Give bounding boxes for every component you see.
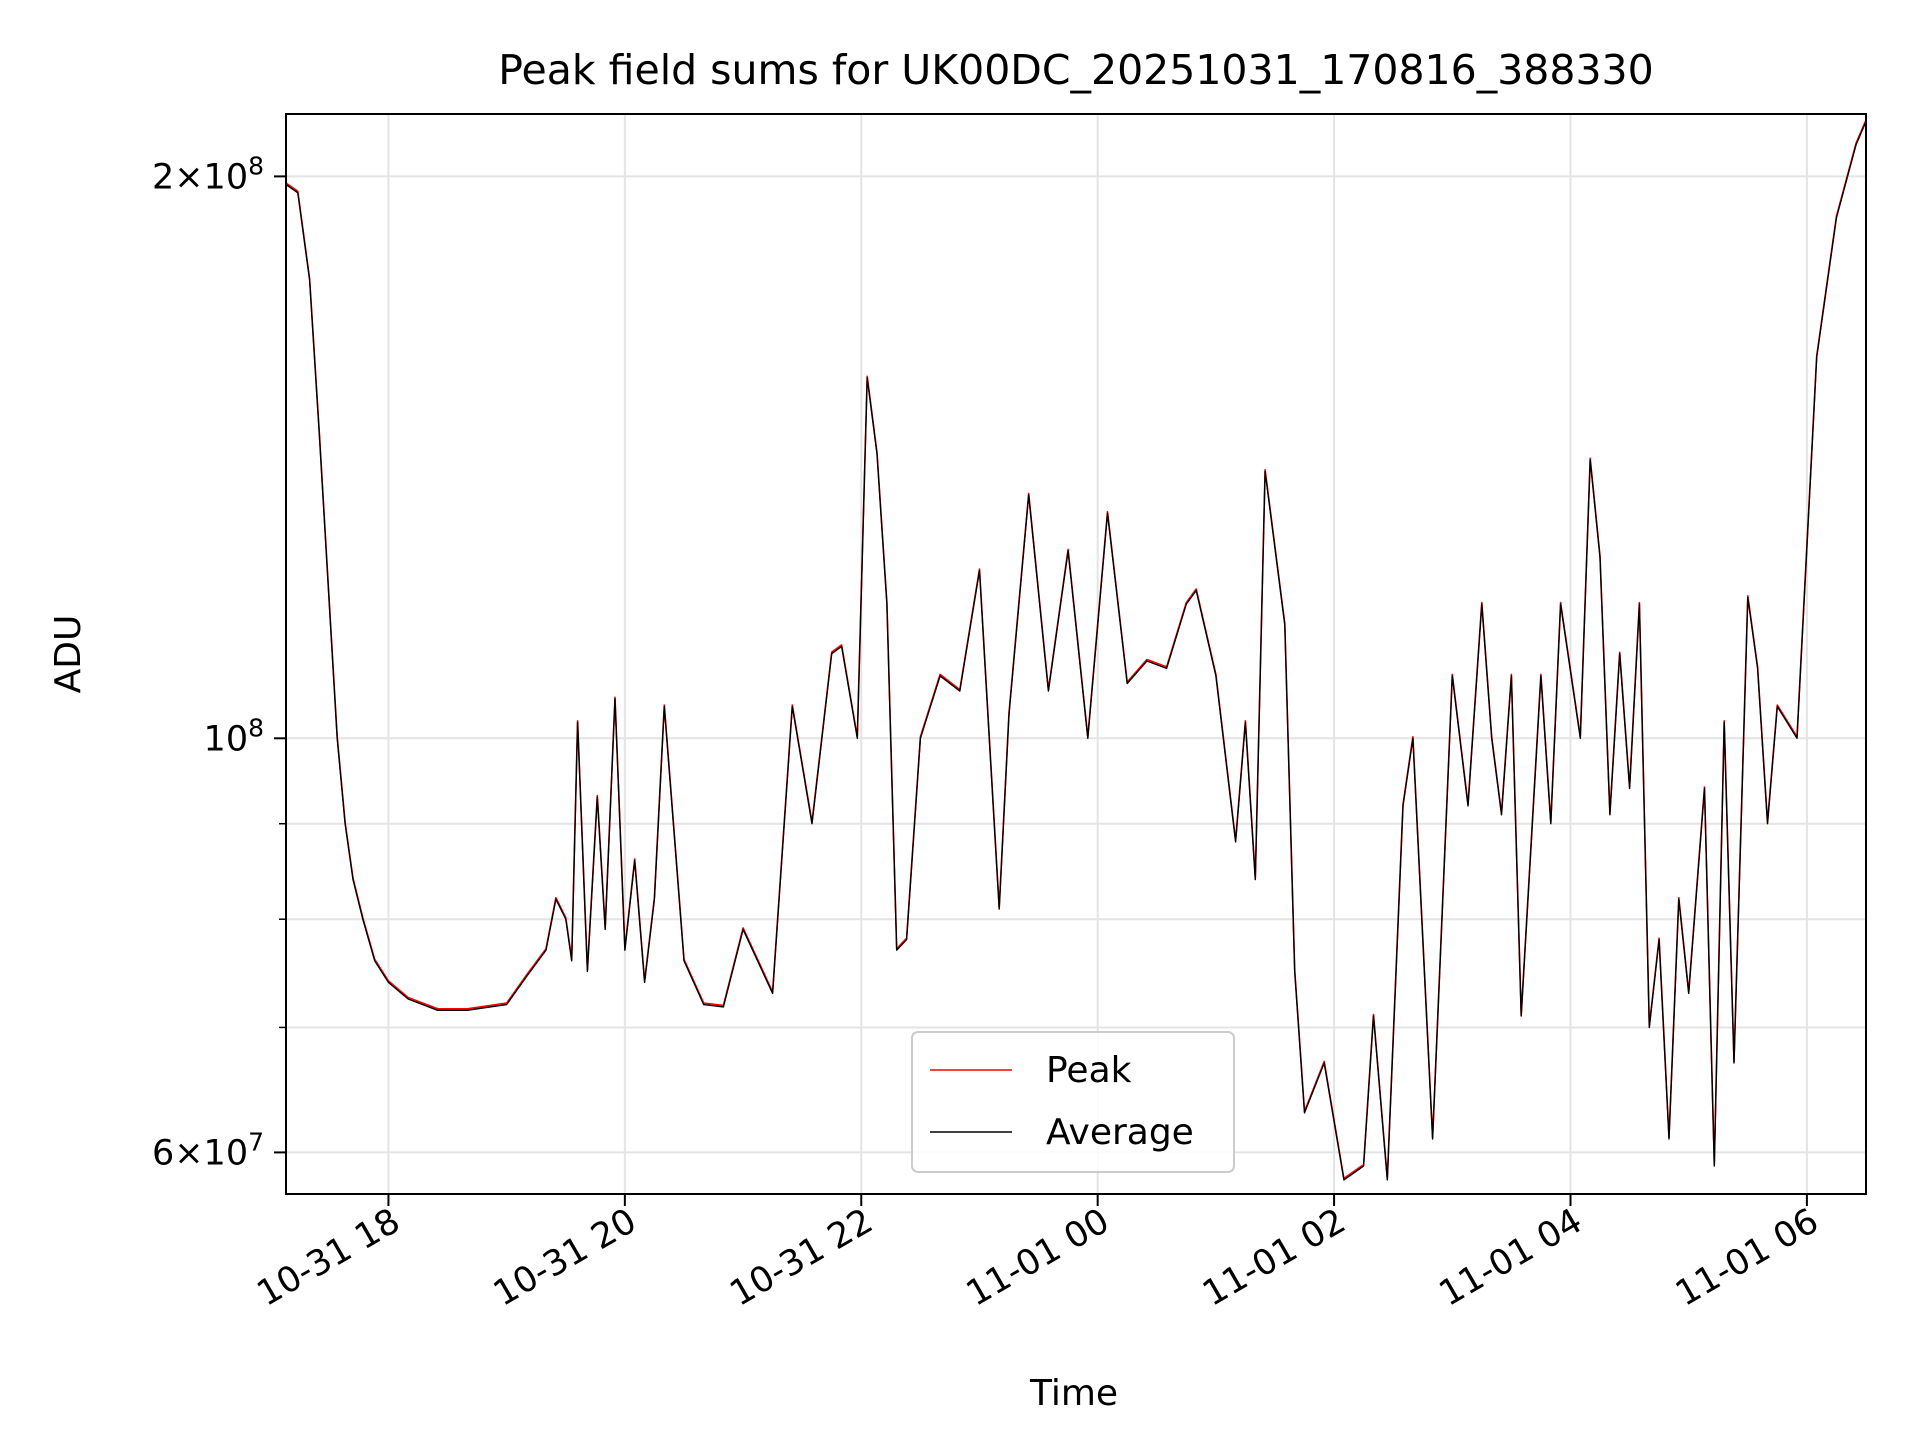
x-tick-label: 11-01 06 <box>1669 1201 1825 1314</box>
legend-box <box>911 1031 1235 1173</box>
y-tick-label: 108 <box>204 713 264 759</box>
x-tick-label: 10-31 22 <box>723 1201 879 1314</box>
x-tick-label: 11-01 02 <box>1196 1201 1352 1314</box>
chart-title: Peak field sums for UK00DC_20251031_1708… <box>498 46 1653 94</box>
x-tick-label: 11-01 00 <box>960 1201 1116 1314</box>
x-tick-label: 11-01 04 <box>1433 1201 1589 1314</box>
x-tick-label: 10-31 18 <box>251 1201 407 1314</box>
x-tick-label: 10-31 20 <box>487 1201 643 1314</box>
series-average-line <box>285 121 1867 1181</box>
y-axis-label: ADU <box>48 615 89 694</box>
x-axis-label: Time <box>1029 1373 1118 1414</box>
legend-average-label: Average <box>1046 1112 1194 1153</box>
legend: Peak Average <box>911 1031 1235 1173</box>
grid <box>286 114 1866 1194</box>
x-axis: 10-31 18 10-31 20 10-31 22 11-01 00 11-01 02… <box>251 1194 1825 1314</box>
y-axis: 6×107 108 2×108 <box>152 151 286 1173</box>
legend-peak-label: Peak <box>1046 1050 1132 1091</box>
axes-frame <box>285 113 1867 1195</box>
y-tick-label: 6×107 <box>152 1127 264 1173</box>
plot-area <box>285 119 1867 1181</box>
y-tick-label: 2×108 <box>152 151 264 197</box>
series-peak-line <box>285 119 1867 1180</box>
